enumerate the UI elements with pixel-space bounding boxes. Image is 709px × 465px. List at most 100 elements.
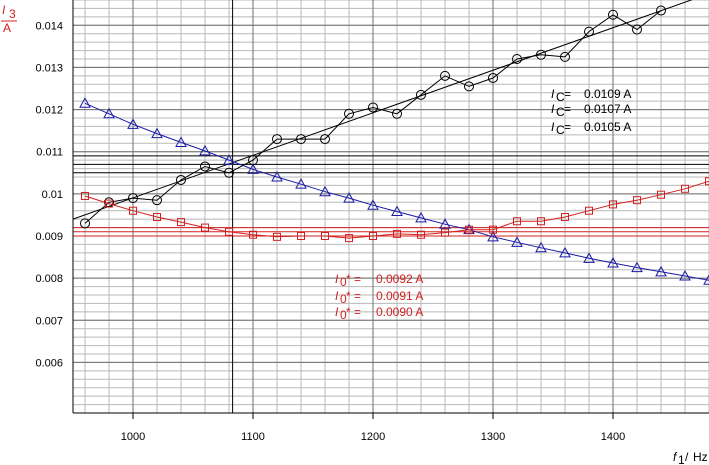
series-line-circle (84, 10, 662, 224)
data-point-square (369, 232, 377, 240)
y-axis-label: I 3 A (1, 3, 17, 35)
ic-suffix: = (564, 120, 571, 134)
i0-symbol: I (335, 272, 339, 286)
y-tick-label: 0.013 (35, 62, 63, 74)
data-point-triangle (271, 170, 283, 182)
minor-grid (73, 0, 709, 414)
ic-subscript: C (556, 123, 565, 137)
data-point-triangle (487, 230, 499, 242)
i0-suffix: * = (346, 272, 361, 286)
ic-symbol: I (551, 87, 555, 101)
ic-annotation: I C = 0.0109 A I C = 0.0107 A I C = 0.01… (551, 87, 631, 137)
data-point-triangle (199, 144, 211, 156)
data-point-circle (80, 218, 90, 229)
i0-annotation-row: I 0 * = 0.0091 A (335, 289, 423, 306)
data-point-square (225, 227, 233, 236)
i0-annotation-row: I 0 * = 0.0090 A (335, 305, 423, 322)
data-point-triangle (703, 274, 709, 285)
data-point-square (297, 232, 305, 240)
data-point-triangle (175, 136, 187, 147)
data-point-triangle (367, 199, 379, 210)
data-point-circle (200, 161, 210, 172)
data-point-circle (488, 72, 498, 83)
data-point-circle (608, 9, 618, 20)
y-axis-unit: A (3, 21, 11, 35)
data-point-triangle (103, 107, 115, 119)
ic-annotation-row: I C = 0.0105 A (551, 120, 631, 137)
data-point-square (561, 213, 569, 222)
data-point-circle (152, 195, 162, 206)
i0-value-3: 0.0090 A (376, 305, 423, 319)
data-point-square (393, 229, 401, 238)
y-tick-label: 0.007 (35, 315, 63, 327)
data-point-circle (656, 5, 666, 16)
x-tick-label: 1200 (361, 431, 385, 443)
ic-annotation-row: I C = 0.0107 A (551, 102, 631, 119)
y-axis-subscript: 3 (9, 7, 16, 21)
data-point-circle (416, 89, 426, 100)
data-point-square (345, 234, 353, 243)
y-tick-label: 0.006 (35, 357, 63, 369)
data-point-circle (344, 108, 354, 119)
i0-suffix: * = (346, 305, 361, 319)
data-point-triangle (295, 178, 307, 189)
data-point-square (513, 217, 521, 226)
ic-suffix: = (564, 87, 571, 101)
i0-subscript: 0 (340, 292, 347, 306)
data-point-square (417, 230, 425, 239)
reference-lines (73, 0, 709, 413)
x-tick-label: 1100 (241, 431, 265, 443)
i0-suffix: * = (346, 289, 361, 303)
ic-subscript: C (556, 105, 565, 119)
data-point-triangle (151, 127, 163, 139)
data-point-square (657, 190, 665, 199)
x-tick-label: 1300 (481, 431, 505, 443)
data-point-square (273, 232, 281, 241)
ic-suffix: = (564, 102, 571, 116)
data-point-circle (440, 70, 450, 81)
data-point-square (321, 232, 329, 240)
data-point-circle (368, 102, 378, 113)
i0-value-2: 0.0091 A (376, 289, 423, 303)
data-point-circle (560, 51, 570, 62)
data-point-triangle (127, 118, 139, 129)
tick-labels: 1000 1100 1200 1300 1400 0.006 0.007 0.008 0.009… (35, 20, 625, 443)
ic-subscript: C (556, 90, 565, 104)
data-point-triangle (583, 252, 595, 263)
series-layer (79, 5, 709, 285)
x-tick-label: 1000 (121, 431, 145, 443)
i0-subscript: 0 (340, 275, 347, 289)
data-point-triangle (319, 185, 331, 197)
x-axis-subscript: 1 (678, 453, 685, 465)
data-point-square (465, 225, 473, 234)
data-point-triangle (415, 211, 427, 223)
data-point-square (249, 230, 257, 239)
x-axis-symbol: f (673, 450, 678, 464)
data-point-circle (392, 108, 402, 119)
data-point-circle (176, 174, 186, 185)
data-point-square (609, 200, 617, 209)
data-point-triangle (631, 261, 643, 273)
data-point-square (705, 177, 709, 186)
ic-annotation-row: I C = 0.0109 A (551, 87, 631, 104)
axes (72, 0, 709, 419)
data-point-circle (320, 134, 330, 145)
data-point-circle (128, 193, 138, 204)
data-point-square (681, 184, 689, 193)
series-line-triangle (84, 102, 709, 281)
x-axis-label: f 1 / Hz (673, 450, 708, 465)
data-point-triangle (439, 218, 451, 229)
y-tick-label: 0.014 (35, 20, 63, 32)
data-point-square (441, 228, 449, 237)
i0-subscript: 0 (340, 308, 347, 322)
data-point-circle (512, 54, 522, 64)
i0-symbol: I (335, 289, 339, 303)
y-tick-label: 0.011 (36, 147, 63, 159)
y-tick-label: 0.008 (35, 273, 63, 285)
ic-value-3: 0.0105 A (584, 120, 631, 134)
i0-annotation: I 0 * = 0.0092 A I 0 * = 0.0091 A I 0 * … (335, 272, 423, 322)
data-point-triangle (79, 97, 91, 108)
x-axis-separator: / (685, 450, 689, 464)
data-point-triangle (655, 265, 667, 277)
